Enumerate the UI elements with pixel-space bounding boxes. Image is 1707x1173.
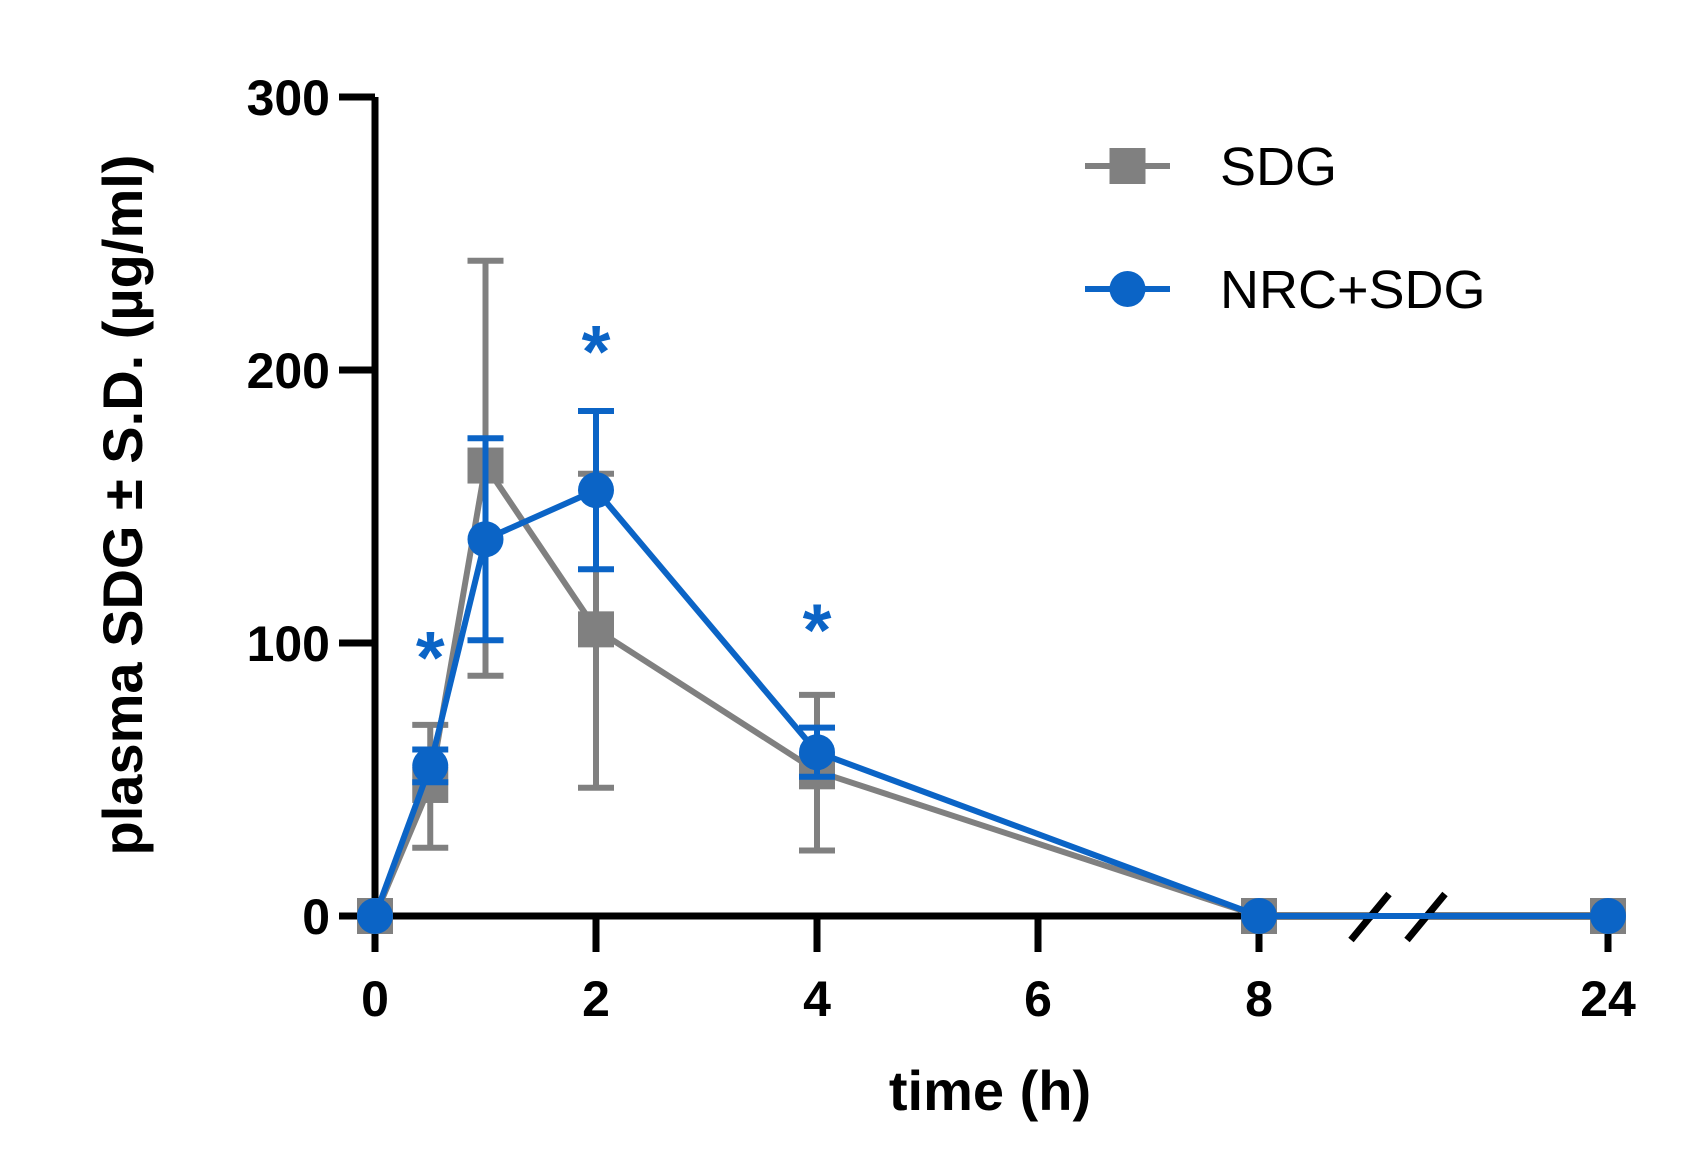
legend-marker-square — [1109, 148, 1146, 184]
x-tick-label: 6 — [1024, 971, 1052, 1027]
data-point-square — [578, 611, 614, 648]
series-line-segment — [483, 463, 599, 632]
legend-marker-circle — [1109, 271, 1146, 307]
x-tick-label: 24 — [1580, 971, 1636, 1027]
series-nrc-sdg — [357, 407, 1626, 934]
series-line-segment — [593, 488, 820, 755]
series-layer — [357, 257, 1626, 934]
legend-item: NRC+SDG — [1085, 260, 1486, 320]
significance-star: * — [803, 589, 832, 672]
series-line-segment — [372, 764, 434, 918]
x-tick-label: 8 — [1245, 971, 1273, 1027]
x-tick-label: 4 — [803, 971, 831, 1027]
x-tick-label: 0 — [361, 971, 389, 1027]
x-axis-title: time (h) — [889, 1059, 1091, 1122]
y-axis-title: plasma SDG ± S.D. (µg/ml) — [91, 155, 154, 856]
data-point-circle — [1590, 898, 1626, 934]
data-point-circle — [578, 472, 614, 509]
y-tick-label: 100 — [247, 616, 330, 672]
significance-star: * — [416, 616, 445, 699]
legend-label: SDG — [1220, 137, 1337, 197]
y-tick-label: 200 — [247, 343, 330, 399]
data-point-circle — [357, 898, 393, 934]
series-line-segment — [484, 487, 598, 543]
legend-label: NRC+SDG — [1220, 260, 1486, 320]
x-tick-label: 2 — [582, 971, 610, 1027]
series-line-segment — [594, 626, 819, 774]
legend: SDG NRC+SDG — [1085, 137, 1486, 320]
data-point-circle — [412, 747, 449, 784]
data-point-circle — [1241, 898, 1277, 934]
data-point-circle — [467, 521, 504, 558]
series-sdg — [357, 257, 1626, 934]
significance-star: * — [582, 310, 611, 393]
annotation-layer: * * * — [416, 310, 832, 699]
data-point-circle — [799, 734, 835, 771]
y-tick-label: 300 — [247, 70, 330, 126]
series-line-segment — [427, 538, 489, 767]
legend-item: SDG — [1085, 137, 1337, 197]
series-line-segment — [815, 749, 1261, 919]
y-tick-label: 0 — [302, 889, 330, 945]
